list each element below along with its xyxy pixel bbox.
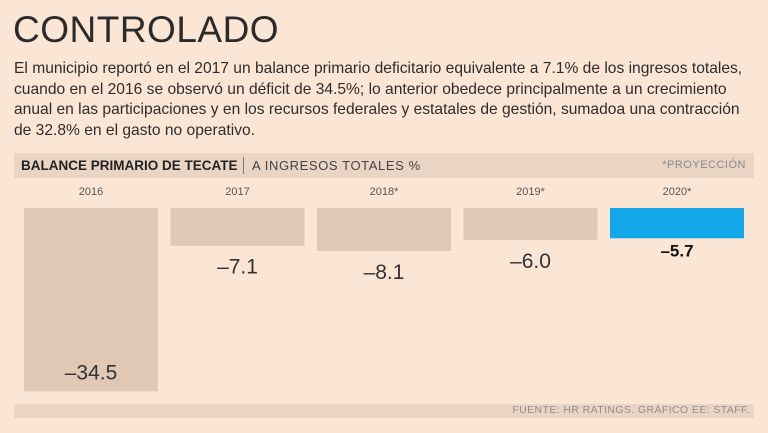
bar-2020 — [610, 208, 744, 239]
source-note: FUENTE: HR RATINGS. GRÁFICO EE: STAFF. — [512, 404, 750, 416]
value-label-2020: –5.7 — [660, 241, 693, 260]
x-tick-label-2018: 2018* — [370, 186, 399, 198]
chart-header-band: BALANCE PRIMARIO DE TECATE A INGRESOS TO… — [14, 153, 754, 178]
chart-subtitle: A INGRESOS TOTALES % — [252, 158, 421, 173]
source-band: FUENTE: HR RATINGS. GRÁFICO EE: STAFF. — [14, 404, 754, 418]
chart-title: BALANCE PRIMARIO DE TECATE — [21, 158, 238, 173]
x-tick-label-2020: 2020* — [663, 186, 692, 198]
value-label-2019: –6.0 — [510, 250, 551, 273]
value-label-2016: –34.5 — [65, 361, 118, 384]
bar-2016 — [24, 208, 158, 392]
description-text: El municipio reportó en el 2017 un balan… — [14, 60, 743, 139]
page-title: CONTROLADO — [13, 9, 280, 50]
bar-2017 — [170, 208, 305, 246]
bar-2018 — [317, 208, 451, 252]
value-label-2018: –8.1 — [364, 261, 405, 284]
value-label-2017: –7.1 — [217, 256, 258, 279]
x-tick-label-2019: 2019* — [516, 186, 545, 198]
projection-note: *PROYECCIÓN — [662, 159, 746, 171]
x-tick-label-2016: 2016 — [79, 186, 103, 198]
x-tick-label-2017: 2017 — [225, 186, 249, 198]
bar-2019 — [463, 208, 598, 240]
header-separator — [243, 157, 244, 174]
